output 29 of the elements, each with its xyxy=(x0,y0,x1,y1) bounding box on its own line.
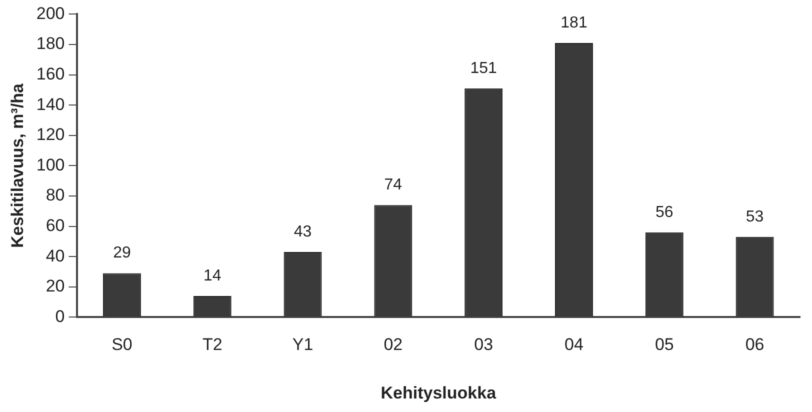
y-tick-label: 80 xyxy=(46,186,65,205)
y-tick-label: 0 xyxy=(55,306,65,326)
y-tick-label: 180 xyxy=(36,34,65,54)
y-tick-label: 100 xyxy=(36,155,65,174)
data-label: 14 xyxy=(203,267,222,284)
y-tick-label: 20 xyxy=(46,276,65,296)
data-label: 53 xyxy=(746,208,764,226)
data-label: 29 xyxy=(113,244,131,262)
data-label: 181 xyxy=(560,14,588,32)
y-tick-label: 140 xyxy=(36,94,65,114)
y-tick-label: 120 xyxy=(36,125,65,144)
data-label: 151 xyxy=(470,60,498,77)
x-tick-label: Y1 xyxy=(292,335,314,354)
x-tick-label: 02 xyxy=(384,335,403,354)
x-tick-label: 04 xyxy=(564,335,584,354)
x-tick-label: 03 xyxy=(474,335,494,354)
y-tick-label: 200 xyxy=(36,4,65,23)
data-label: 43 xyxy=(294,223,312,240)
data-label: 74 xyxy=(384,176,402,194)
y-tick-label: 40 xyxy=(46,246,65,266)
x-axis-title: Kehitysluokka xyxy=(380,383,497,402)
x-tick-label: T2 xyxy=(202,335,222,354)
x-tick-label: S0 xyxy=(112,335,132,354)
x-tick-label: 06 xyxy=(745,335,764,354)
x-tick-label: 05 xyxy=(654,335,674,354)
y-tick-label: 60 xyxy=(46,216,65,235)
data-label: 56 xyxy=(655,204,674,221)
y-axis-title: Keskitilavuus, m³/ha xyxy=(8,82,27,248)
y-tick-label: 160 xyxy=(36,64,65,84)
